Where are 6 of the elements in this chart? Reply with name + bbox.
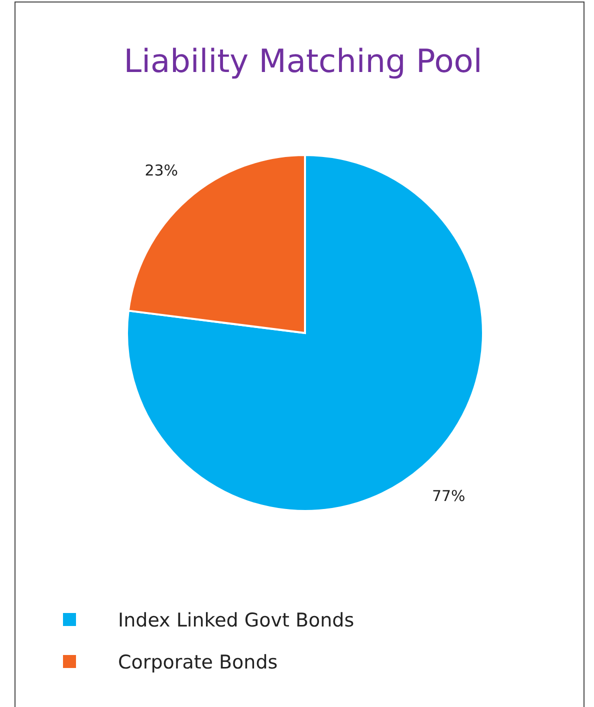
pie-slice [126,154,484,512]
data-label: 77% [432,487,466,506]
data-label: 23% [144,161,178,180]
legend-label: Corporate Bonds [118,652,278,674]
legend-label: Index Linked Govt Bonds [118,610,354,632]
chart-title: Liability Matching Pool [124,42,482,80]
